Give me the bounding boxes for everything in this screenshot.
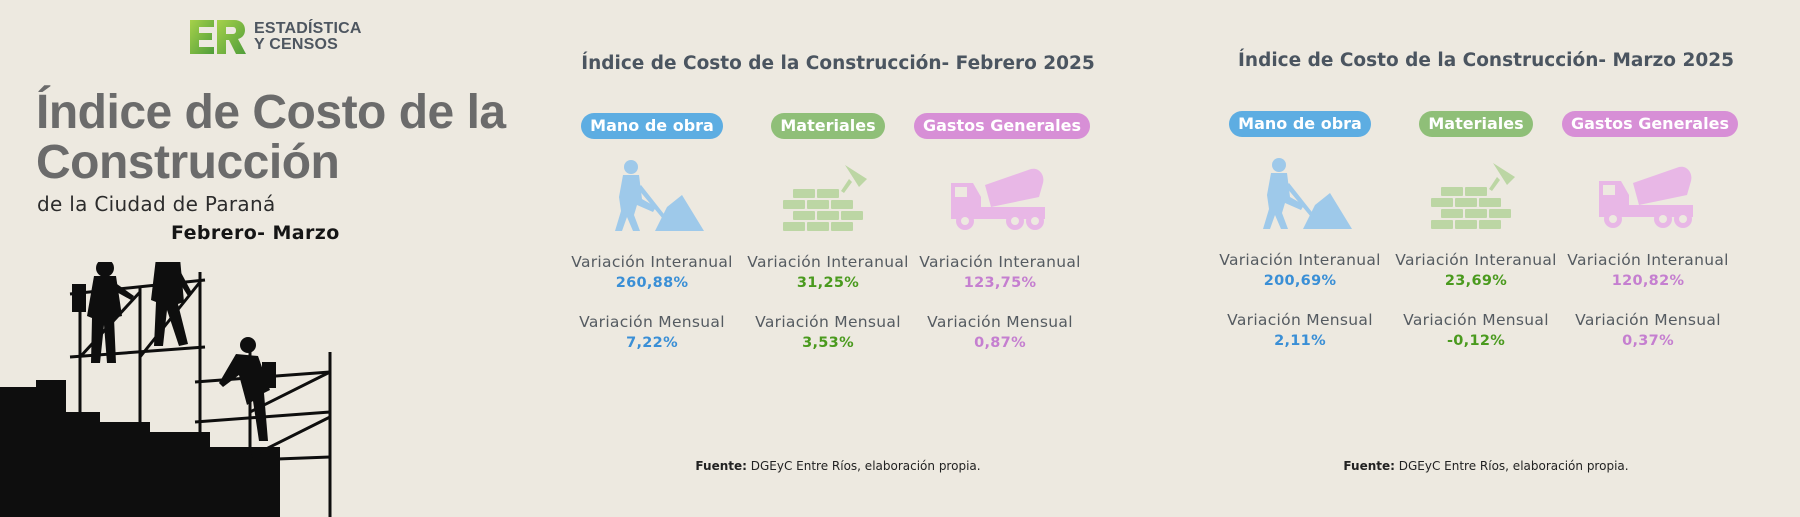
- construction-workers-silhouette: [0, 262, 332, 517]
- source-note: Fuente: DGEyC Entre Ríos, elaboración pr…: [558, 459, 1118, 473]
- value-mensual: 0,37%: [1622, 333, 1674, 349]
- value-interanual: 123,75%: [963, 275, 1037, 291]
- value-mensual: 3,53%: [802, 335, 854, 351]
- label-variacion-mensual: Variación Mensual: [579, 313, 725, 331]
- value-interanual: 260,88%: [615, 275, 689, 291]
- value-mensual: 7,22%: [626, 335, 678, 351]
- logo-line-2: Y CENSOS: [254, 36, 338, 53]
- label-variacion-interanual: Variación Interanual: [919, 253, 1081, 271]
- bricks-trowel-icon: [1431, 163, 1515, 229]
- value-interanual: 31,25%: [796, 275, 860, 291]
- column-materiales: Materiales Variación Interanual 31,25% V…: [742, 113, 914, 353]
- label-variacion-mensual: Variación Mensual: [1575, 311, 1721, 329]
- label-variacion-mensual: Variación Mensual: [1227, 311, 1373, 329]
- category-pill-mano-de-obra: Mano de obra: [581, 113, 723, 139]
- category-pill-mano-de-obra: Mano de obra: [1229, 111, 1371, 137]
- hero-subtitle: de la Ciudad de Paraná: [37, 192, 276, 216]
- label-variacion-interanual: Variación Interanual: [747, 253, 909, 271]
- label-variacion-interanual: Variación Interanual: [1567, 251, 1729, 269]
- value-interanual: 23,69%: [1444, 273, 1508, 289]
- source-text: DGEyC Entre Ríos, elaboración propia.: [1394, 459, 1629, 473]
- label-variacion-mensual: Variación Mensual: [755, 313, 901, 331]
- worker-shovel-icon: [615, 160, 704, 231]
- source-text: DGEyC Entre Ríos, elaboración propia.: [746, 459, 981, 473]
- category-pill-materiales: Materiales: [771, 113, 885, 139]
- cement-truck-icon: [1599, 166, 1693, 228]
- source-label: Fuente:: [1343, 459, 1395, 473]
- label-variacion-interanual: Variación Interanual: [1219, 251, 1381, 269]
- column-gastos-generales: Gastos Generales Variación Interanual 12…: [914, 113, 1090, 353]
- logo: ESTADÍSTICA Y CENSOS: [190, 20, 370, 56]
- bricks-trowel-icon: [783, 165, 867, 231]
- category-pill-gastos-generales: Gastos Generales: [914, 113, 1090, 139]
- label-variacion-interanual: Variación Interanual: [1395, 251, 1557, 269]
- worker-shovel-icon: [1263, 158, 1352, 229]
- column-mano-de-obra: Mano de obra Variación Interanual 260,88…: [566, 113, 738, 353]
- source-label: Fuente:: [695, 459, 747, 473]
- column-mano-de-obra: Mano de obra Variación Interanual 200,69…: [1214, 111, 1386, 351]
- label-variacion-mensual: Variación Mensual: [927, 313, 1073, 331]
- label-variacion-mensual: Variación Mensual: [1403, 311, 1549, 329]
- value-interanual: 200,69%: [1263, 273, 1337, 289]
- panel-february: Índice de Costo de la Construcción- Febr…: [558, 0, 1118, 517]
- value-mensual: -0,12%: [1446, 333, 1506, 349]
- source-note: Fuente: DGEyC Entre Ríos, elaboración pr…: [1206, 459, 1766, 473]
- category-pill-gastos-generales: Gastos Generales: [1562, 111, 1738, 137]
- panel-title: Índice de Costo de la Construcción- Marz…: [1238, 50, 1734, 71]
- category-pill-materiales: Materiales: [1419, 111, 1533, 137]
- column-materiales: Materiales Variación Interanual 23,69% V…: [1390, 111, 1562, 351]
- panel-march: Índice de Costo de la Construcción- Marz…: [1206, 0, 1766, 517]
- column-gastos-generales: Gastos Generales Variación Interanual 12…: [1562, 111, 1738, 351]
- label-variacion-interanual: Variación Interanual: [571, 253, 733, 271]
- logo-text: ESTADÍSTICA Y CENSOS: [254, 21, 362, 53]
- cement-truck-icon: [951, 168, 1045, 230]
- er-logo-icon: [190, 20, 246, 54]
- value-mensual: 2,11%: [1274, 333, 1326, 349]
- value-mensual: 0,87%: [974, 335, 1026, 351]
- hero-title: Índice de Costo de la Construcción: [36, 86, 506, 189]
- logo-line-1: ESTADÍSTICA: [254, 20, 362, 37]
- value-interanual: 120,82%: [1611, 273, 1685, 289]
- panel-title: Índice de Costo de la Construcción- Febr…: [581, 53, 1095, 74]
- hero-period: Febrero- Marzo: [171, 222, 340, 244]
